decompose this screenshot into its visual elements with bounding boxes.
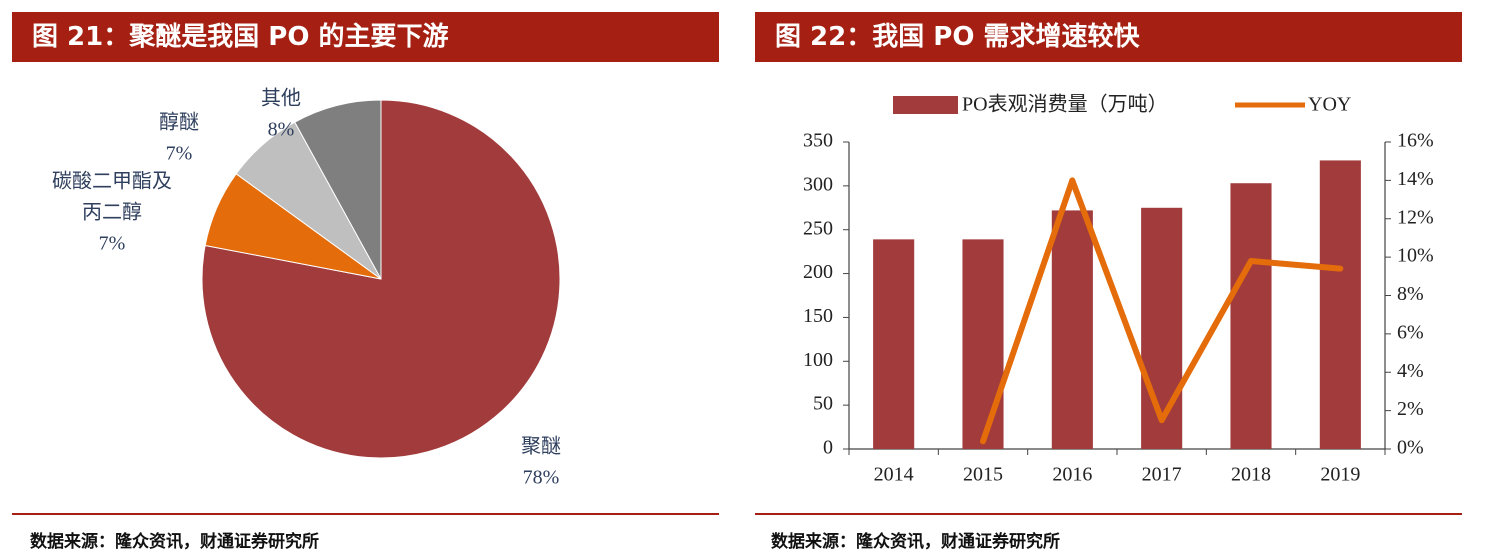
bar <box>962 239 1004 449</box>
pie-slice-label: 聚醚 <box>521 435 561 458</box>
right-axis-tick-label: 2% <box>1397 398 1424 420</box>
figure-22-title: 图 22：我国 PO 需求增速较快 <box>755 12 1462 62</box>
right-axis-tick-label: 0% <box>1397 437 1424 459</box>
legend-bar-swatch <box>893 96 958 114</box>
right-axis-tick-label: 12% <box>1397 206 1434 228</box>
pie-slice-label: 醇醚 <box>159 111 199 134</box>
yoy-point <box>1248 258 1254 264</box>
yoy-point <box>1069 177 1075 183</box>
pie-slice <box>201 99 561 459</box>
right-axis-tick-label: 16% <box>1397 130 1434 152</box>
left-axis-tick-label: 300 <box>803 173 833 195</box>
pie-slice-label: 其他 <box>261 87 301 110</box>
left-axis-tick-label: 50 <box>813 393 833 415</box>
combo-chart: 0 50 100 150 200 250 300 350 0% 2% 4% 6% 8% 10% 12% 14%… <box>803 93 1434 486</box>
bar <box>1141 207 1183 449</box>
legend-line-label: YOY <box>1308 94 1351 116</box>
pie-slice-value: 7% <box>166 143 193 165</box>
pie-slice-value: 78% <box>523 467 560 489</box>
left-axis-tick-label: 250 <box>803 217 833 239</box>
left-axis-tick-label: 350 <box>803 130 833 152</box>
pie-slice <box>294 99 382 280</box>
right-axis-tick-label: 6% <box>1397 321 1424 343</box>
figure-21-panel: 图 21：聚醚是我国 PO 的主要下游 聚醚 78% 碳酸二甲酯及 丙二醇 7% 醇醚 7%… <box>0 0 725 554</box>
bar <box>1319 160 1361 450</box>
pie-slice-value: 7% <box>99 233 126 255</box>
legend-bar-label: PO表观消费量（万吨） <box>962 93 1168 116</box>
x-axis-tick-label: 2017 <box>1142 464 1182 486</box>
right-axis-tick-label: 4% <box>1397 360 1424 382</box>
yoy-point <box>1159 417 1165 423</box>
figure-21-title: 图 21：聚醚是我国 PO 的主要下游 <box>12 12 719 62</box>
left-axis-tick-label: 0 <box>823 437 833 459</box>
figure-21-source: 数据来源：隆众资讯，财通证券研究所 <box>30 532 319 552</box>
x-axis-tick-label: 2019 <box>1320 464 1360 486</box>
left-axis-tick-label: 150 <box>803 305 833 327</box>
left-axis-tick-label: 100 <box>803 349 833 371</box>
bar <box>873 239 915 449</box>
right-axis-tick-label: 10% <box>1397 245 1434 267</box>
figure-22-panel: 图 22：我国 PO 需求增速较快 0 50 100 150 200 250 300 350 0… <box>745 0 1490 554</box>
pie-slice-value: 8% <box>268 119 295 141</box>
x-axis-tick-label: 2018 <box>1231 464 1271 486</box>
x-axis-tick-label: 2014 <box>874 464 914 486</box>
right-axis-tick-label: 14% <box>1397 168 1434 190</box>
yoy-point <box>980 438 986 444</box>
yoy-point <box>1337 266 1343 272</box>
x-axis-tick-label: 2015 <box>963 464 1003 486</box>
pie-slice-label: 碳酸二甲酯及 <box>52 170 172 193</box>
figure-22-source-rule <box>755 513 1462 515</box>
left-axis-tick-label: 200 <box>803 261 833 283</box>
x-axis-tick-label: 2016 <box>1052 464 1092 486</box>
bar <box>1230 183 1272 449</box>
bar <box>1051 210 1093 449</box>
pie-slice-label: 丙二醇 <box>82 201 142 224</box>
figure-21-source-rule <box>12 513 719 515</box>
figure-22-source: 数据来源：隆众资讯，财通证券研究所 <box>771 532 1060 552</box>
right-axis-tick-label: 8% <box>1397 283 1424 305</box>
